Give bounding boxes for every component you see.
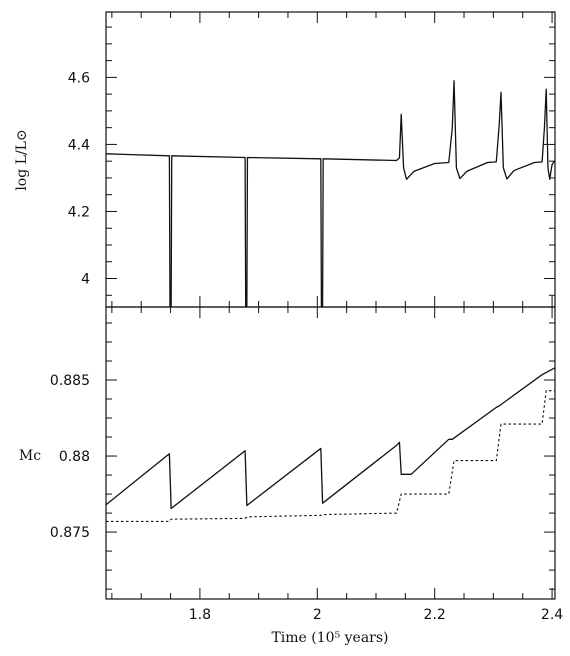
x-tick-label: 1.8 <box>189 607 211 623</box>
bottom-panel-curves <box>105 367 556 522</box>
y-tick-label: 4.4 <box>68 137 90 153</box>
top-panel-tick-labels: 4 4.2 4.4 4.6 <box>68 70 90 287</box>
x-tick-label: 2 <box>313 607 322 623</box>
dotted-series-line <box>106 390 555 522</box>
y-tick-label: 4.6 <box>68 70 90 86</box>
x-axis-title: Time (10⁵ years) <box>271 630 388 646</box>
y-tick-label: 0.885 <box>50 373 90 389</box>
top-panel-curves <box>105 80 556 308</box>
bottom-panel-frame <box>105 306 556 600</box>
x-tick-label: 2.2 <box>424 607 446 623</box>
top-y-axis-title: log L/L⊙ <box>14 129 30 190</box>
bottom-y-axis-title: Mc <box>19 448 41 464</box>
y-tick-label: 4.2 <box>68 204 90 220</box>
top-panel-ticks <box>106 12 555 307</box>
y-tick-label: 4 <box>81 272 90 288</box>
x-tick-label: 2.4 <box>541 607 563 623</box>
y-tick-label: 0.875 <box>50 525 90 541</box>
bottom-panel-tick-labels: 0.875 0.88 0.885 1.8 2 2.2 2.4 <box>50 373 563 623</box>
solid-series-line <box>105 367 556 510</box>
bottom-panel-ticks <box>106 307 555 599</box>
solid-series-line <box>105 80 556 308</box>
y-tick-label: 0.88 <box>59 449 90 465</box>
